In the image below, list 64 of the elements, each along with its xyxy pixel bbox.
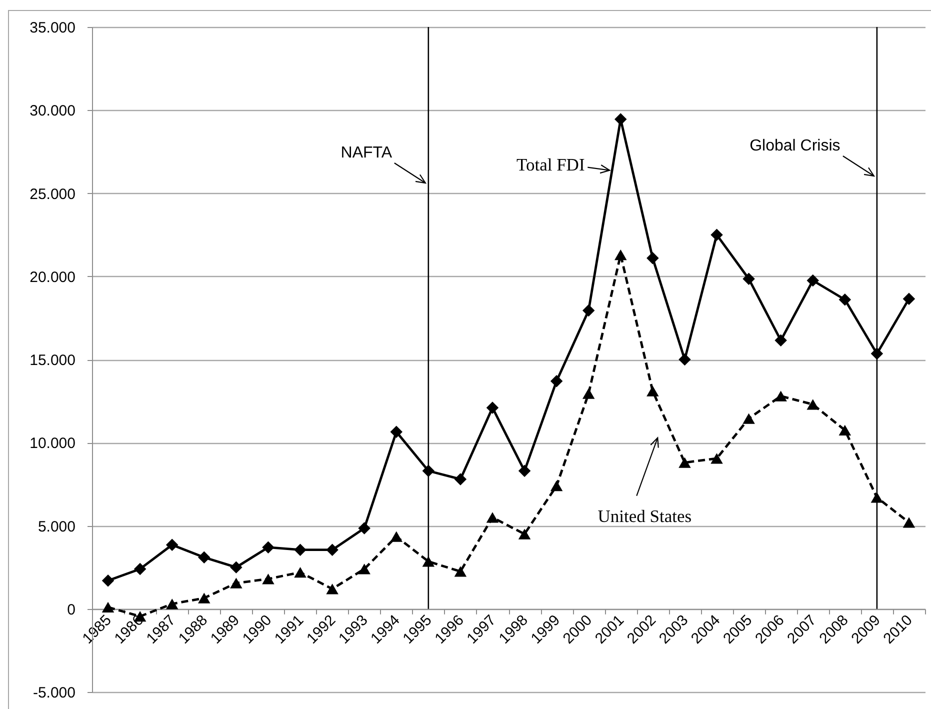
point: [678, 457, 691, 468]
point: [646, 386, 659, 396]
point: [646, 252, 659, 264]
point: [742, 272, 755, 285]
point: [198, 592, 210, 604]
point: [390, 426, 402, 438]
point: [614, 249, 627, 260]
ref-line-label: Global Crisis: [750, 138, 840, 154]
point: [166, 598, 178, 610]
point: [294, 544, 306, 556]
point: [358, 522, 370, 534]
point: [518, 528, 531, 540]
point: [166, 538, 178, 551]
point: [134, 562, 146, 576]
point: [710, 228, 723, 241]
point: [262, 541, 274, 554]
point: [870, 348, 884, 360]
point: [870, 492, 884, 503]
point: [102, 574, 114, 587]
point: [486, 402, 499, 414]
point: [326, 584, 338, 594]
y-tick-label: 10.000: [30, 435, 76, 452]
point: [838, 424, 852, 436]
legend-label: Total FDI: [516, 154, 585, 174]
y-tick-label: 15.000: [30, 352, 76, 369]
y-tick-label: -5.000: [32, 684, 76, 702]
point: [614, 113, 627, 126]
point: [102, 602, 114, 613]
y-tick-label: 30.000: [30, 102, 76, 120]
y-tick-label: 5.000: [38, 518, 76, 536]
point: [486, 512, 499, 523]
y-tick-label: 0: [67, 601, 76, 618]
y-tick-label: 35.000: [30, 20, 76, 36]
point: [550, 480, 563, 492]
point: [710, 453, 723, 464]
point: [902, 292, 916, 305]
point: [582, 304, 595, 317]
point: [582, 388, 595, 399]
point: [422, 556, 435, 567]
point: [422, 464, 435, 478]
point: [806, 399, 819, 410]
point: [774, 390, 787, 402]
point: [198, 551, 210, 564]
point: [678, 353, 691, 366]
point: [454, 566, 467, 577]
point: [390, 531, 402, 542]
point: [550, 374, 563, 388]
ref-line-label: NAFTA: [340, 144, 392, 162]
point: [838, 294, 852, 306]
point: [326, 544, 338, 556]
y-tick-label: 25.000: [30, 186, 76, 203]
y-tick-label: 20.000: [30, 268, 76, 286]
point: [774, 334, 787, 347]
point: [230, 561, 242, 574]
point: [454, 473, 467, 486]
point: [294, 566, 306, 578]
point: [742, 413, 755, 424]
point: [518, 464, 531, 478]
point: [230, 578, 242, 588]
point: [262, 574, 274, 584]
point: [806, 274, 819, 287]
point: [358, 564, 370, 574]
point: [902, 517, 916, 528]
text: United States: [598, 506, 692, 526]
